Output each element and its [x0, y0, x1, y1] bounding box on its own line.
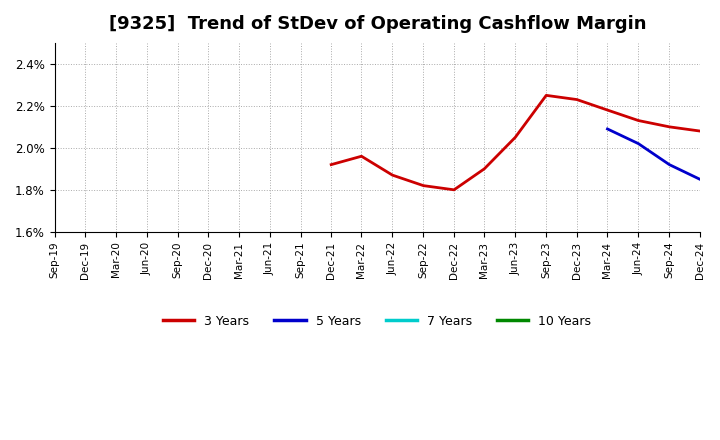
Title: [9325]  Trend of StDev of Operating Cashflow Margin: [9325] Trend of StDev of Operating Cashf…: [109, 15, 646, 33]
Legend: 3 Years, 5 Years, 7 Years, 10 Years: 3 Years, 5 Years, 7 Years, 10 Years: [158, 310, 596, 333]
